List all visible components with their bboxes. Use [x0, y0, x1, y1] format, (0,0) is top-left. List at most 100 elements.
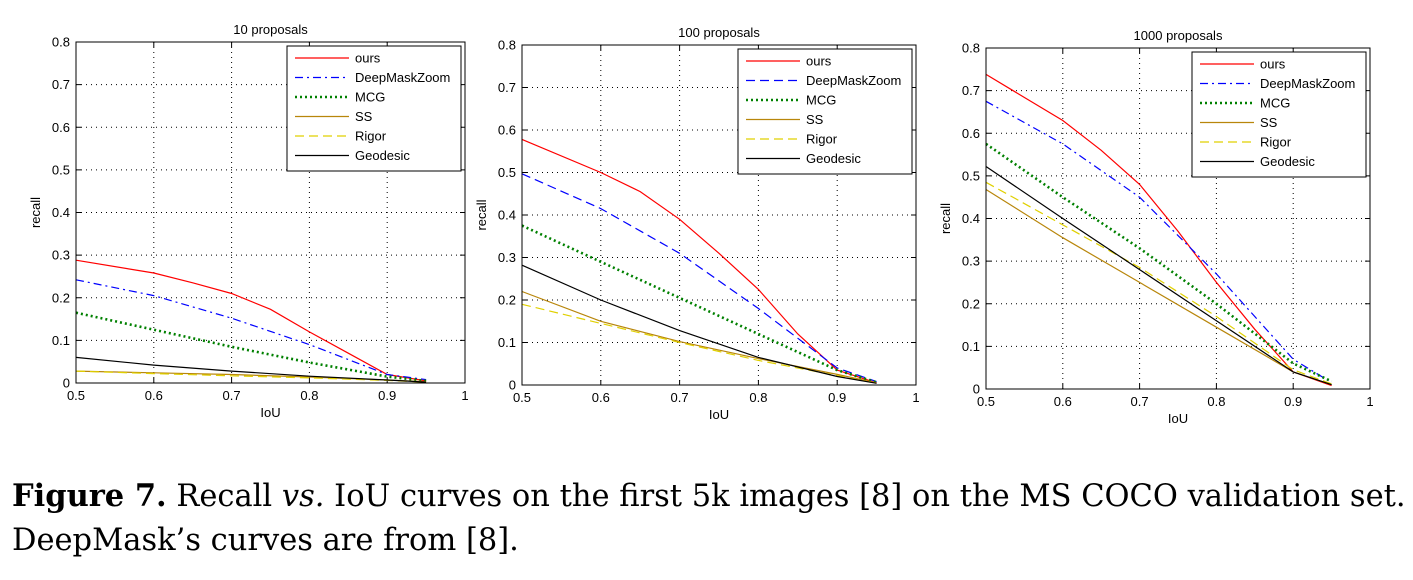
y-axis-label: recall — [28, 197, 43, 228]
legend-label: Rigor — [355, 129, 387, 144]
y-tick-label: 0.6 — [962, 126, 980, 141]
y-tick-label: 0.8 — [498, 38, 516, 53]
x-tick-label: 0.5 — [977, 394, 995, 409]
y-tick-label: 0.1 — [962, 339, 980, 354]
x-tick-label: 0.5 — [67, 388, 85, 403]
y-tick-label: 0.4 — [52, 205, 70, 220]
series-line-geodesic — [521, 264, 877, 384]
legend: ours DeepMaskZoom MCG SS Rigor Geodesic — [1191, 51, 1367, 178]
x-tick-label: 0.7 — [1131, 394, 1149, 409]
chart-3: 0.5 0.6 0.7 0.8 0.9 1 0 0.1 0.2 0.3 0.4 0.5 0.6 0.7 0.… — [938, 28, 1374, 426]
plot-frame — [75, 41, 466, 384]
legend-label: SS — [355, 109, 373, 124]
y-tick-label: 0.3 — [498, 250, 516, 265]
caption-text-1: Recall — [166, 479, 282, 514]
x-axis-label: IoU — [1168, 411, 1188, 426]
legend-label: DeepMaskZoom — [355, 70, 450, 85]
y-tick-label: 0.7 — [498, 80, 516, 95]
x-tick-label: 1 — [1366, 394, 1373, 409]
y-tick-label: 0 — [509, 378, 516, 393]
legend-label: Rigor — [1260, 135, 1292, 150]
series-line-ss — [521, 290, 877, 384]
x-tick-label: 1 — [461, 388, 468, 403]
legend-label: SS — [1260, 115, 1278, 130]
legend-label: Geodesic — [1260, 154, 1315, 169]
series-line-mcg — [521, 224, 877, 384]
legend-box — [737, 48, 913, 175]
x-tick-label: 0.9 — [828, 390, 846, 405]
y-axis-label: recall — [938, 203, 953, 234]
x-axis-label: IoU — [709, 407, 729, 422]
legend: ours DeepMaskZoom MCG SS Rigor Geodesic — [286, 45, 462, 172]
series-line-rigor — [521, 303, 877, 384]
x-tick-label: 1 — [912, 390, 919, 405]
charts-area: 0.5 0.6 0.7 0.8 0.9 1 0 0.1 0.2 0.3 0.4 0.5 0.6 0.7 0.… — [28, 22, 1374, 426]
y-axis-label: recall — [474, 199, 489, 230]
y-tick-label: 0.8 — [52, 35, 70, 50]
series-line-geodesic — [985, 166, 1332, 386]
y-tick-label: 0.4 — [962, 211, 980, 226]
y-tick-label: 0.1 — [498, 335, 516, 350]
plot-frame — [521, 44, 917, 386]
y-tick-label: 0.1 — [52, 333, 70, 348]
legend-label: Rigor — [806, 132, 838, 147]
x-tick-label: 0.6 — [1054, 394, 1072, 409]
figure-caption: Figure 7. Recall vs. IoU curves on the f… — [12, 474, 1407, 563]
x-tick-label: 0.5 — [513, 390, 531, 405]
legend-label: ours — [806, 54, 832, 69]
y-tick-label: 0.5 — [962, 168, 980, 183]
series-line-ours — [985, 73, 1332, 387]
y-tick-label: 0.7 — [52, 77, 70, 92]
y-tick-label: 0 — [973, 382, 980, 397]
x-tick-label: 0.7 — [223, 388, 241, 403]
legend-label: MCG — [1260, 96, 1290, 111]
x-tick-label: 0.8 — [1207, 394, 1225, 409]
plot-frame — [985, 47, 1371, 390]
chart-title: 1000 proposals — [1134, 28, 1223, 43]
caption-vs: vs. — [281, 479, 325, 514]
x-tick-label: 0.6 — [592, 390, 610, 405]
x-tick-label: 0.8 — [300, 388, 318, 403]
y-tick-label: 0.5 — [498, 165, 516, 180]
caption-text-2: IoU curves on the first 5k images [8] on… — [12, 479, 1406, 558]
x-tick-label: 0.9 — [378, 388, 396, 403]
chart-2: 0.5 0.6 0.7 0.8 0.9 1 0 0.1 0.2 0.3 0.4 0.5 0.6 0.7 0.… — [474, 25, 920, 422]
x-axis-label: IoU — [260, 405, 280, 420]
legend-label: Geodesic — [806, 151, 861, 166]
legend-label: ours — [355, 51, 381, 66]
x-tick-label: 0.6 — [145, 388, 163, 403]
series-line-geodesic — [75, 356, 427, 383]
series-line-deepmaskzoom — [985, 100, 1332, 384]
y-tick-label: 0.7 — [962, 83, 980, 98]
x-tick-label: 0.8 — [749, 390, 767, 405]
y-tick-label: 0.2 — [52, 290, 70, 305]
y-tick-label: 0.2 — [962, 296, 980, 311]
chart-title: 100 proposals — [678, 25, 760, 40]
y-tick-label: 0.8 — [962, 41, 980, 56]
y-tick-label: 0.2 — [498, 293, 516, 308]
legend-label: ours — [1260, 57, 1286, 72]
y-tick-label: 0.5 — [52, 162, 70, 177]
y-tick-label: 0.6 — [498, 123, 516, 138]
legend-label: DeepMaskZoom — [806, 73, 901, 88]
caption-label: Figure 7. — [12, 478, 167, 514]
legend-label: SS — [806, 112, 824, 127]
y-tick-label: 0.3 — [52, 248, 70, 263]
y-tick-label: 0.6 — [52, 120, 70, 135]
series-line-deepmaskzoom — [521, 173, 877, 383]
legend-label: MCG — [355, 90, 385, 105]
legend-box — [286, 45, 462, 172]
legend-box — [1191, 51, 1367, 178]
legend: ours DeepMaskZoom MCG SS Rigor Geodesic — [737, 48, 913, 175]
x-tick-label: 0.7 — [671, 390, 689, 405]
chart-1: 0.5 0.6 0.7 0.8 0.9 1 0 0.1 0.2 0.3 0.4 0.5 0.6 0.7 0.… — [28, 22, 469, 420]
legend-label: DeepMaskZoom — [1260, 76, 1355, 91]
series-line-deepmaskzoom — [75, 279, 427, 381]
series-line-ours — [75, 259, 427, 382]
legend-label: Geodesic — [355, 148, 410, 163]
y-tick-label: 0.4 — [498, 208, 516, 223]
x-tick-label: 0.9 — [1284, 394, 1302, 409]
y-tick-label: 0.3 — [962, 254, 980, 269]
series-line-rigor — [985, 181, 1332, 385]
